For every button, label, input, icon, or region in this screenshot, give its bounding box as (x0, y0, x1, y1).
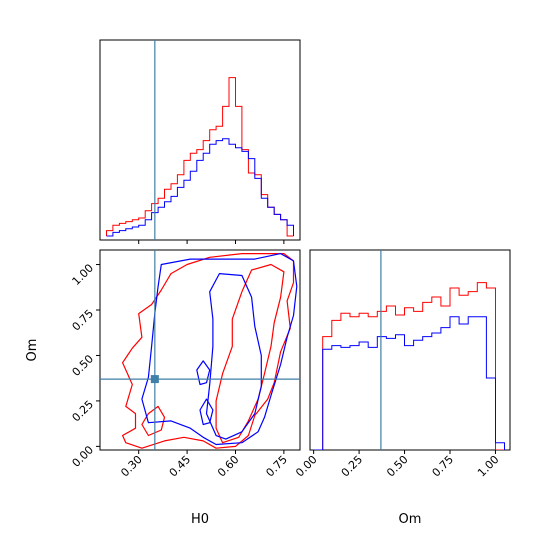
om-histogram-series-1 (313, 282, 505, 450)
contour-series-b-level-4 (199, 398, 214, 426)
y-axis-label-om: Om (25, 339, 40, 362)
h0-histogram-panel (99, 39, 301, 244)
x-axis-label-h0: H0 (191, 512, 209, 527)
om-histogram-frame (309, 249, 511, 451)
h0-histogram-series-2 (106, 138, 294, 237)
contour-series-a-level-2 (215, 263, 285, 444)
contour-series-b-level-2 (205, 273, 262, 440)
om-histogram-series-2 (313, 316, 505, 450)
contour-frame (99, 249, 301, 451)
contour-series-b-level-3 (196, 360, 211, 386)
x-axis-label-om: Om (399, 512, 422, 527)
contour-truth-marker (150, 375, 159, 384)
h0-histogram-frame (99, 39, 301, 241)
contour-series-a-level-3 (141, 405, 166, 437)
